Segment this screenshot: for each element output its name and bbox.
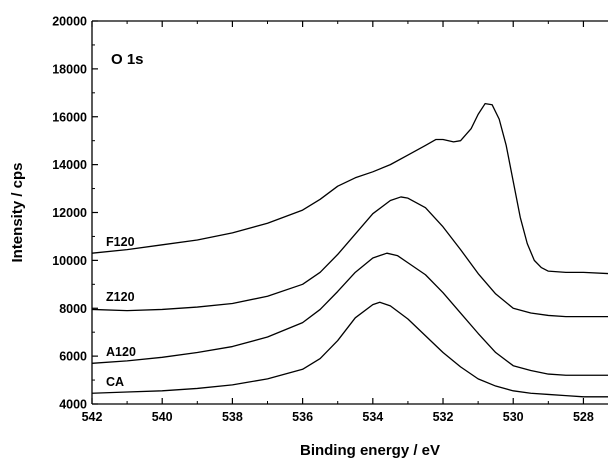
y-tick-label: 16000 <box>52 110 87 124</box>
series-label-z120: Z120 <box>106 290 135 304</box>
x-tick-label: 542 <box>82 410 103 424</box>
panel-label: O 1s <box>111 51 144 68</box>
x-tick-label: 534 <box>362 410 383 424</box>
series-line-ca <box>91 301 608 398</box>
y-tick-label: 8000 <box>59 302 87 316</box>
y-tick-label: 4000 <box>59 398 87 412</box>
y-tick-label: 14000 <box>52 158 87 172</box>
series-label-f120: F120 <box>106 235 135 249</box>
y-tick-label: 10000 <box>52 254 87 268</box>
x-tick-label: 540 <box>152 410 173 424</box>
y-tick-label: 6000 <box>59 350 87 364</box>
series-label-ca: CA <box>106 375 124 389</box>
x-tick-label: 532 <box>433 410 454 424</box>
y-tick-label: 20000 <box>52 15 87 29</box>
series-label-a120: A120 <box>106 345 136 359</box>
ticks-layer: 542 540 538 536 534 532 530 528 4000 6000 8000 1000… <box>52 15 594 425</box>
y-tick-label: 18000 <box>52 62 87 76</box>
y-axis-title: Intensity / cps <box>9 162 26 262</box>
series-line-z120 <box>91 196 608 318</box>
series-line-a120 <box>91 252 608 376</box>
axes-layer <box>91 20 608 405</box>
y-tick-label: 12000 <box>52 206 87 220</box>
series-layer: F120 Z120 A120 CA <box>91 102 608 398</box>
x-tick-label: 536 <box>292 410 313 424</box>
x-axis-title: Binding energy / eV <box>300 442 440 459</box>
x-tick-label: 530 <box>503 410 524 424</box>
series-line-f120 <box>91 102 608 275</box>
x-tick-label: 528 <box>573 410 594 424</box>
x-tick-label: 538 <box>222 410 243 424</box>
